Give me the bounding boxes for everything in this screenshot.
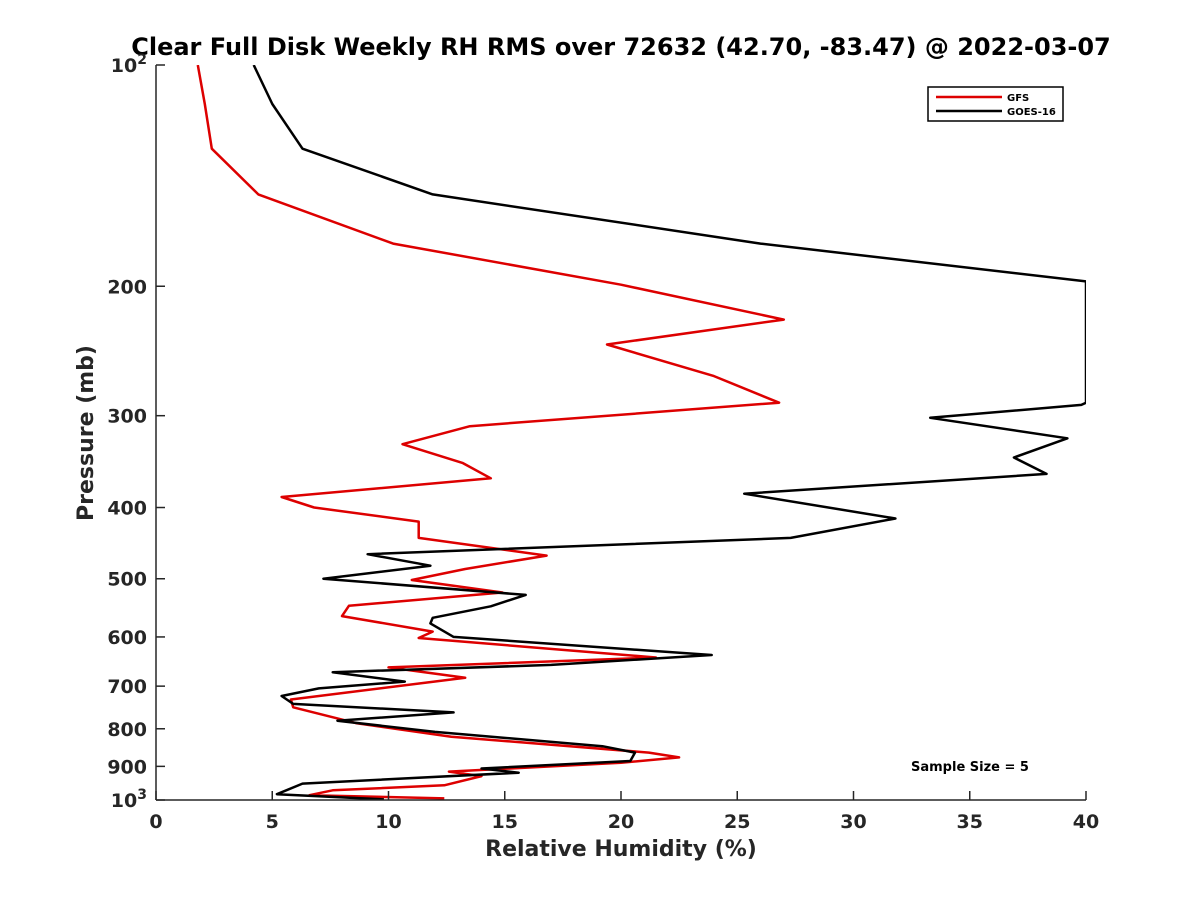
x-tick-label: 10 <box>375 811 401 833</box>
y-tick-label: 900 <box>107 756 147 778</box>
series-layer <box>196 65 1086 800</box>
axes-layer: 0 5 10 15 20 25 30 35 40 102 200 300 400 500 600 700 800… <box>107 52 1099 833</box>
legend-box <box>927 86 1064 122</box>
x-tick-label: 0 <box>149 811 162 833</box>
y-tick-label: 103 <box>111 787 147 812</box>
x-tick-label: 40 <box>1073 811 1099 833</box>
chart-title: Clear Full Disk Weekly RH RMS over 72632… <box>131 33 1111 61</box>
legend-label-goes16: GOES-16 <box>1007 107 1056 118</box>
y-tick-label: 800 <box>107 719 147 741</box>
y-tick-label: 400 <box>107 498 147 520</box>
y-tick-label: 300 <box>107 406 147 428</box>
x-tick-label: 30 <box>840 811 866 833</box>
y-tick-label: 200 <box>107 276 147 298</box>
y-tick-label: 102 <box>111 52 147 77</box>
plot-area: 0 5 10 15 20 25 30 35 40 102 200 300 400 500 600 700 800… <box>107 52 1099 833</box>
series-line-goes16 <box>252 65 1086 800</box>
x-tick-label: 35 <box>957 811 983 833</box>
x-tick-label: 25 <box>724 811 750 833</box>
x-tick-label: 20 <box>608 811 634 833</box>
y-tick-label: 600 <box>107 627 147 649</box>
legend-label-gfs: GFS <box>1007 93 1029 104</box>
sample-size-annotation: Sample Size = 5 <box>911 760 1029 775</box>
y-axis-label: Pressure (mb) <box>74 345 99 521</box>
x-tick-label: 5 <box>266 811 279 833</box>
x-axis-label: Relative Humidity (%) <box>485 837 757 862</box>
legend: GFS GOES-16 <box>927 86 1064 122</box>
series-line-gfs <box>196 65 786 800</box>
x-tick-label: 15 <box>492 811 518 833</box>
y-tick-label: 500 <box>107 569 147 591</box>
y-tick-label: 700 <box>107 676 147 698</box>
